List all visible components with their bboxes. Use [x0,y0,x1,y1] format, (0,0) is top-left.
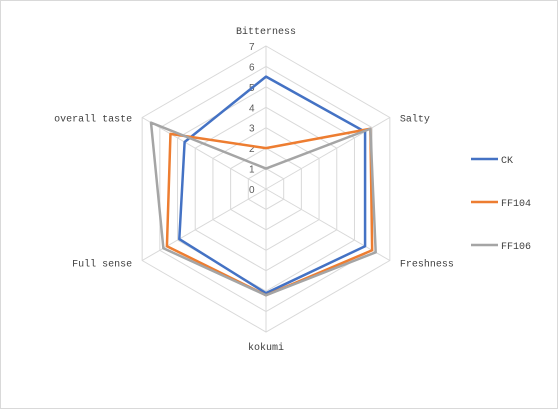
series-line-ff104 [165,127,374,297]
legend-label-ck: CK [501,156,513,167]
axis-label-freshness: Freshness [400,259,454,271]
axis-label-overall-taste: overall taste [54,114,132,126]
legend-label-ff106: FF106 [501,242,531,253]
tick-label-7: 7 [249,42,255,53]
axis-label-bitterness: Bitterness [236,26,296,38]
tick-label-1: 1 [249,165,255,176]
tick-label-3: 3 [249,124,255,135]
grid-spoke-5 [141,117,267,190]
tick-label-0: 0 [249,185,255,196]
tick-label-2: 2 [249,144,255,155]
legend-label-ff104: FF104 [501,199,531,210]
axis-label-kokumi: kokumi [248,342,284,354]
tick-label-4: 4 [249,103,255,114]
axis-label-full-sense: Full sense [72,259,132,271]
axis-label-salty: Salty [400,114,430,126]
series-line-ff106 [149,121,377,297]
grid-spoke-2 [265,188,391,261]
tick-label-6: 6 [249,62,255,73]
